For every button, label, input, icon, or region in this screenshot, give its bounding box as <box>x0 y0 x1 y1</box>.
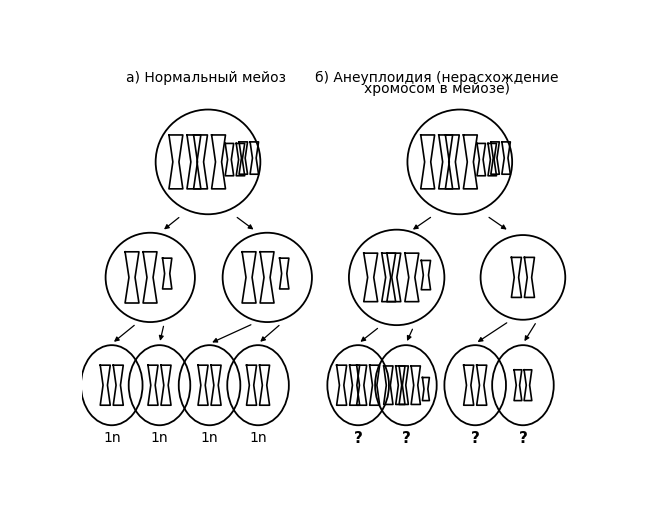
Text: хромосом в мейозе): хромосом в мейозе) <box>364 82 510 96</box>
Text: 1n: 1n <box>151 432 168 445</box>
Text: ?: ? <box>518 432 527 447</box>
Text: ?: ? <box>354 432 362 447</box>
Text: 1n: 1n <box>201 432 218 445</box>
Text: а) Нормальный мейоз: а) Нормальный мейоз <box>126 71 286 85</box>
Text: 1n: 1n <box>249 432 267 445</box>
Text: ?: ? <box>401 432 410 447</box>
Text: ?: ? <box>471 432 479 447</box>
Text: 1n: 1n <box>103 432 120 445</box>
Text: б) Анеуплоидия (нерасхождение: б) Анеуплоидия (нерасхождение <box>315 71 558 85</box>
